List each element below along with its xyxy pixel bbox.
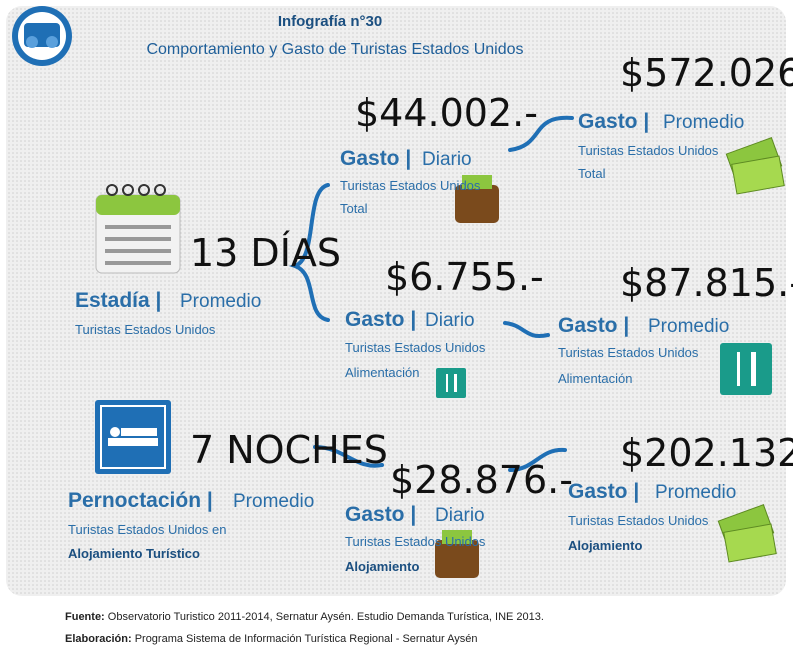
source-line: Fuente: Observatorio Turistico 2011-2014…	[65, 606, 544, 628]
credit: Programa Sistema de Información Turístic…	[134, 633, 478, 645]
money-icon	[717, 504, 777, 563]
expense-detail: Alojamiento	[568, 538, 642, 553]
expense-qualifier: Promedio	[663, 112, 744, 133]
panel	[6, 6, 786, 596]
expense-detail: Total	[340, 201, 368, 216]
expense-note: Turistas Estados Unidos	[578, 143, 719, 158]
wallet-icon	[455, 175, 499, 223]
amount: $44.002.-	[355, 91, 538, 135]
expense-note: Turistas Estados Unidos	[558, 345, 699, 360]
title: Infografía n°30	[278, 13, 382, 30]
expense-qualifier: Diario	[435, 505, 485, 526]
stay-value: 13 DÍAS	[190, 231, 341, 275]
bed-icon	[95, 400, 171, 474]
nights-detail: Alojamiento Turístico	[68, 546, 200, 561]
amount: $28.876.-	[390, 458, 573, 502]
nights-value: 7 NOCHES	[190, 428, 388, 472]
expense-note: Turistas Estados Unidos	[345, 340, 486, 355]
stay-qualifier: Promedio	[180, 291, 261, 312]
credit-line: Elaboración: Programa Sistema de Informa…	[65, 628, 544, 650]
calendar-icon	[95, 184, 181, 274]
expense-detail: Alimentación	[558, 371, 632, 386]
expense-label: Gasto |	[578, 110, 649, 133]
amount: $87.815.-	[620, 261, 793, 305]
expense-label: Gasto |	[340, 147, 411, 170]
connectors	[288, 115, 574, 472]
expense-label: Gasto |	[345, 308, 416, 331]
money-icon	[725, 137, 785, 195]
expense-qualifier: Diario	[422, 149, 472, 170]
expense-label: Gasto |	[345, 503, 416, 526]
food-icon	[720, 343, 772, 395]
food-icon	[436, 368, 466, 398]
nights-qualifier: Promedio	[233, 491, 314, 512]
stay-label: Estadía |	[75, 289, 161, 312]
wallet-icon	[435, 530, 479, 578]
amount: $6.755.-	[385, 255, 544, 299]
expense-qualifier: Promedio	[655, 482, 736, 503]
nights-note: Turistas Estados Unidos en	[68, 522, 226, 537]
expense-qualifier: Diario	[425, 310, 475, 331]
expense-detail: Alojamiento	[345, 559, 419, 574]
expense-detail: Alimentación	[345, 365, 419, 380]
amount: $572.026.-	[620, 51, 793, 95]
expense-note: Turistas Estados Unidos	[568, 513, 709, 528]
expense-label: Gasto |	[558, 314, 629, 337]
nights-label: Pernoctación |	[68, 489, 213, 512]
footer: Fuente: Observatorio Turistico 2011-2014…	[65, 606, 544, 650]
logo	[12, 6, 72, 66]
expense-note: Turistas Estados Unidos	[345, 534, 486, 549]
expense-note: Turistas Estados Unidos	[340, 178, 481, 193]
source-label: Fuente:	[65, 611, 105, 623]
source: Observatorio Turistico 2011-2014, Sernat…	[107, 611, 544, 623]
credit-label: Elaboración:	[65, 633, 132, 645]
amount: $202.132.-	[620, 431, 793, 475]
expense-qualifier: Promedio	[648, 316, 729, 337]
expense-detail: Total	[578, 166, 606, 181]
subtitle: Comportamiento y Gasto de Turistas Estad…	[146, 41, 523, 58]
stay-note: Turistas Estados Unidos	[75, 322, 216, 337]
expense-label: Gasto |	[568, 480, 639, 503]
